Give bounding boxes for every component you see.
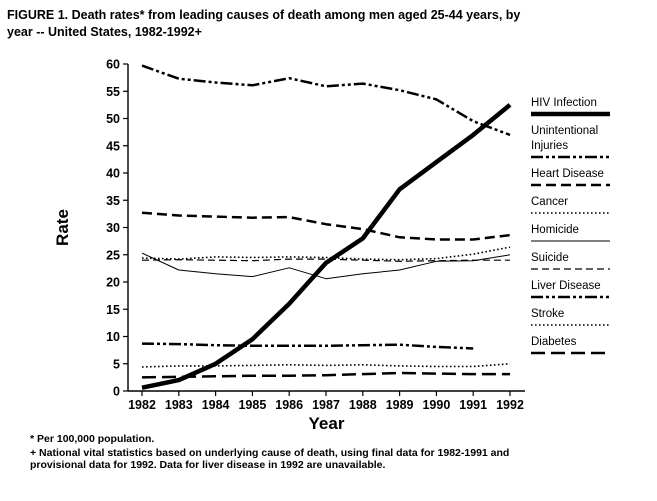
y-tick-label: 40 [106,167,120,181]
series-line-liver-disease [141,342,474,350]
y-tick-label: 5 [113,357,120,371]
x-tick-label: 1985 [238,398,266,412]
x-tick-label: 1987 [312,398,340,412]
legend-label-stroke: Stroke [531,308,564,320]
legend-label-hiv-infection: HIV Infection [531,97,597,109]
series-line-diabetes [141,371,510,379]
y-tick-label: 55 [106,85,120,99]
x-tick-label: 1988 [349,398,377,412]
legend-label-homicide: Homicide [531,224,579,236]
x-tick-label: 1991 [459,398,487,412]
y-tick-label: 15 [106,303,120,317]
series-line-homicide [141,252,511,280]
x-tick-label: 1990 [422,398,450,412]
x-tick-label: 1983 [165,398,193,412]
y-tick-label: 10 [106,330,120,344]
figure-title: FIGURE 1. Death rates* from leading caus… [7,7,647,41]
y-tick-label: 35 [106,194,120,208]
footnote-per-100000: * Per 100,000 population. [30,433,155,445]
footnote-data-source: + National vital statistics based on und… [30,447,630,471]
series-line-heart-disease [141,211,511,241]
legend-label-cancer: Cancer [531,196,568,208]
x-axis-title: Year [309,414,345,433]
series-line-unintentional-injuries [141,64,511,137]
y-tick-label: 30 [106,221,120,235]
footnote-line-1: + National vital statistics based on und… [30,447,510,459]
series-line-cancer [141,246,511,261]
y-axis-title: Rate [53,209,72,246]
y-tick-label: 50 [106,112,120,126]
legend-label-unintentional-injuries: Injuries [531,140,568,152]
y-tick-label: 20 [106,276,120,290]
x-tick-label: 1992 [496,398,524,412]
title-line-2: year -- United States, 1982-1992+ [7,25,202,39]
footnote-line-2: provisional data for 1992. Data for live… [30,459,386,471]
legend-label-liver-disease: Liver Disease [531,280,601,292]
legend-label-diabetes: Diabetes [531,336,577,348]
series-line-suicide [141,258,510,262]
y-tick-label: 60 [106,58,120,72]
series-line-stroke [141,363,511,368]
series-line-hiv-infection [141,103,512,390]
line-chart: 0 5 10 15 20 25 30 35 40 45 50 55 60 1982 1983 1984 1985… [53,58,610,433]
x-tick-label: 1982 [128,398,156,412]
y-tick-label: 0 [113,385,120,399]
x-tick-label: 1986 [275,398,303,412]
x-tick-label: 1989 [386,398,414,412]
legend-label-unintentional-injuries: Unintentional [531,125,598,137]
x-tick-label: 1984 [202,398,230,412]
y-tick-label: 25 [106,248,120,262]
y-tick-label: 45 [106,139,120,153]
legend-label-heart-disease: Heart Disease [531,168,604,180]
title-line-1: FIGURE 1. Death rates* from leading caus… [7,8,521,22]
legend-label-suicide: Suicide [531,252,569,264]
